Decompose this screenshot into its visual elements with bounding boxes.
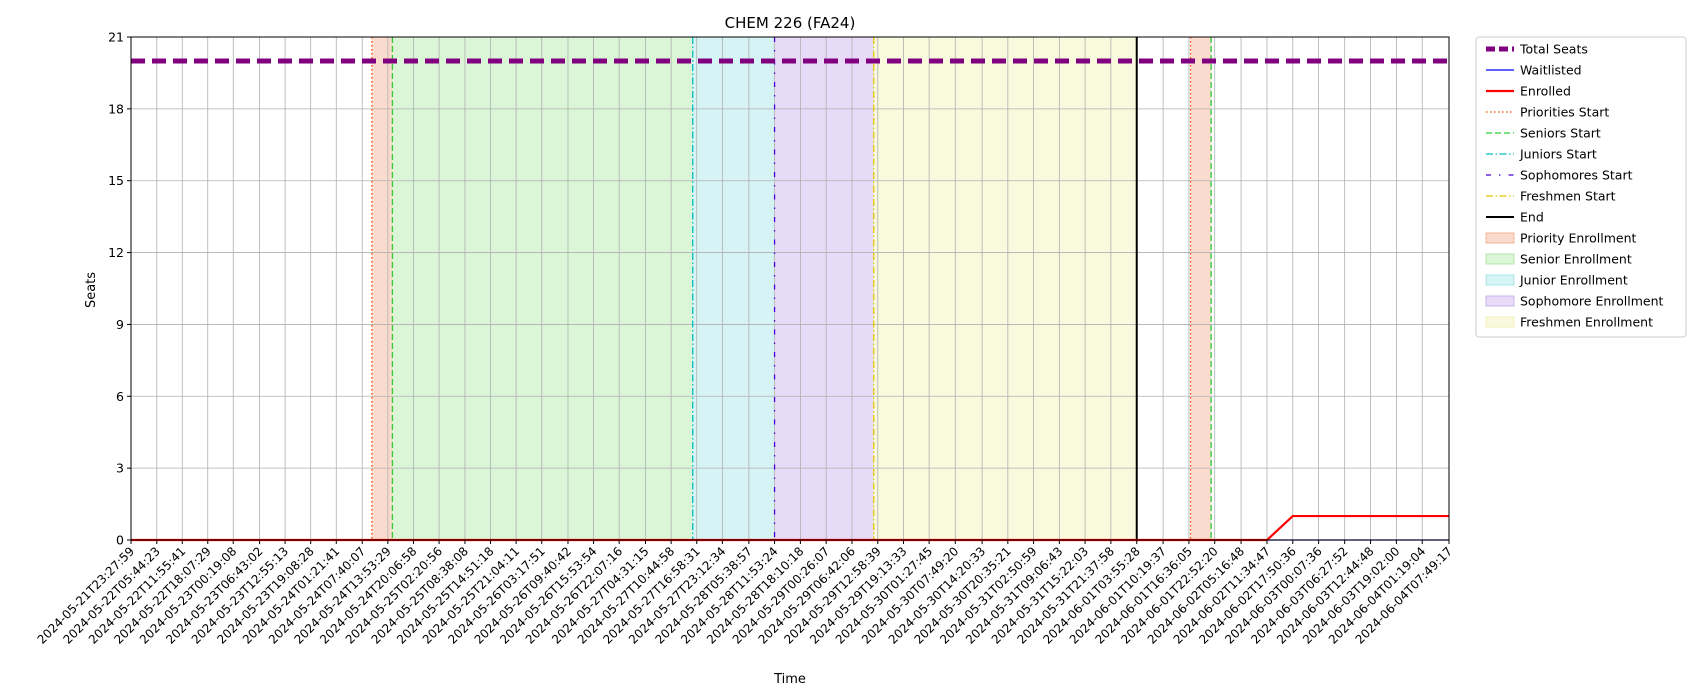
legend-swatch-priority-enrollment: [1485, 232, 1515, 244]
y-axis-ticks: 0 3 6 9 12 15 18 21: [108, 30, 131, 548]
legend-label-waitlisted: Waitlisted: [1520, 63, 1582, 78]
legend-label-seniors-start: Seniors Start: [1520, 126, 1601, 141]
phase-markers: [371, 37, 1212, 540]
y-tick-label: 9: [116, 317, 124, 332]
legend-swatch-freshmen-enrollment: [1485, 316, 1515, 328]
legend-box: [1475, 36, 1687, 338]
y-tick-label: 15: [108, 173, 124, 188]
region-senior-enrollment: [392, 37, 693, 540]
legend-label-freshmen-enrollment: Freshmen Enrollment: [1520, 315, 1653, 330]
plot-frame: [130, 36, 1450, 541]
legend-label-total-seats: Total Seats: [1519, 42, 1588, 57]
y-tick-label: 18: [108, 101, 124, 116]
legend-label-end: End: [1520, 210, 1544, 225]
enrollment-regions: [371, 37, 1212, 540]
legend-label-sophomore-enrollment: Sophomore Enrollment: [1520, 294, 1664, 309]
legend-label-juniors-start: Juniors Start: [1519, 147, 1597, 162]
legend-label-priority-enrollment: Priority Enrollment: [1520, 231, 1637, 246]
y-tick-label: 0: [116, 533, 124, 548]
legend-swatch-junior-enrollment: [1485, 274, 1515, 286]
legend-label-priorities-start: Priorities Start: [1520, 105, 1609, 120]
y-axis-label: Seats: [84, 272, 99, 308]
legend-label-sophomores-start: Sophomores Start: [1520, 168, 1633, 183]
region-priority-enrollment: [1190, 37, 1212, 540]
legend-swatch-senior-enrollment: [1485, 253, 1515, 265]
y-tick-label: 12: [108, 245, 124, 260]
legend-label-junior-enrollment: Junior Enrollment: [1519, 273, 1628, 288]
chart-title: CHEM 226 (FA24): [725, 14, 856, 32]
legend-swatch-sophomore-enrollment: [1485, 295, 1515, 307]
region-junior-enrollment: [692, 37, 775, 540]
legend-label-senior-enrollment: Senior Enrollment: [1520, 252, 1632, 267]
legend-label-freshmen-start: Freshmen Start: [1520, 189, 1616, 204]
x-axis-label: Time: [773, 672, 806, 687]
grid: [130, 36, 1450, 541]
y-tick-label: 21: [108, 30, 124, 45]
region-freshmen-enrollment: [873, 37, 1137, 540]
legend-label-enrolled: Enrolled: [1520, 84, 1571, 99]
y-tick-label: 6: [116, 389, 124, 404]
y-tick-label: 3: [116, 461, 124, 476]
region-priority-enrollment: [371, 37, 393, 540]
legend: Total Seats Waitlisted Enrolled Priorities …: [1475, 36, 1687, 338]
region-sophomore-enrollment: [774, 37, 874, 540]
